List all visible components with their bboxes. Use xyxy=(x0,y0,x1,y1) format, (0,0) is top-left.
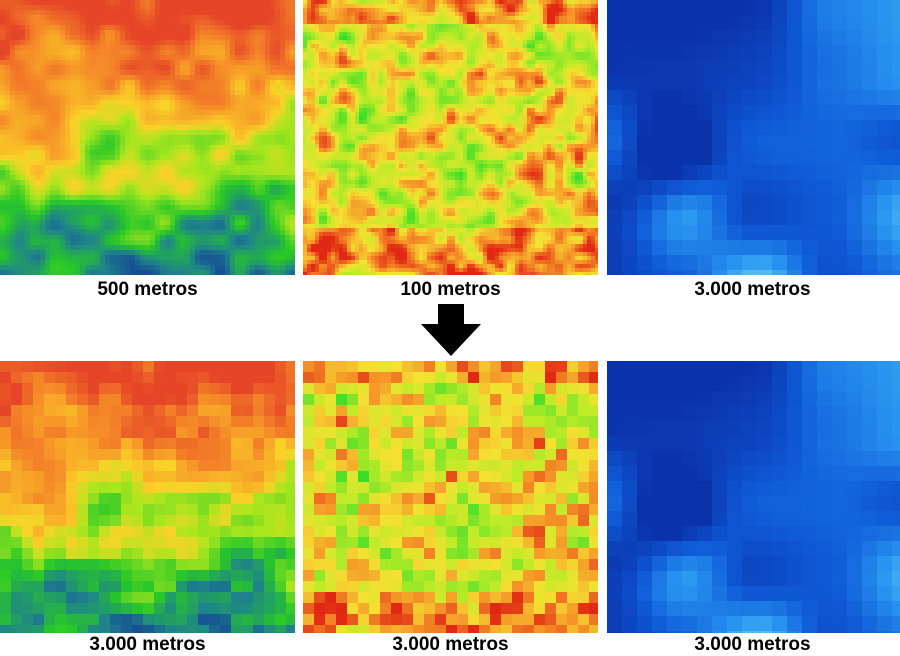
slope-map-100m xyxy=(303,0,598,275)
caption-elevation-500m: 500 metros xyxy=(97,279,198,300)
blue-raster-3000m-bottom xyxy=(607,361,900,633)
down-arrow-icon xyxy=(421,304,481,356)
caption-slope-3000m: 3.000 metros xyxy=(392,634,509,655)
p-top-2-raster xyxy=(607,0,900,275)
p-bot-2-raster xyxy=(607,361,900,633)
caption-blue-bottom: 3.000 metros xyxy=(694,634,811,655)
caption-elevation-3000m: 3.000 metros xyxy=(89,634,206,655)
p-top-0-raster xyxy=(0,0,295,275)
elevation-map-500m xyxy=(0,0,295,275)
slope-map-3000m xyxy=(303,361,598,633)
caption-slope-100m: 100 metros xyxy=(400,279,501,300)
p-top-1-raster xyxy=(303,0,598,275)
blue-raster-3000m-top xyxy=(607,0,900,275)
elevation-map-3000m xyxy=(0,361,295,633)
p-bot-1-raster xyxy=(303,361,598,633)
caption-blue-top: 3.000 metros xyxy=(694,279,811,300)
p-bot-0-raster xyxy=(0,361,295,633)
